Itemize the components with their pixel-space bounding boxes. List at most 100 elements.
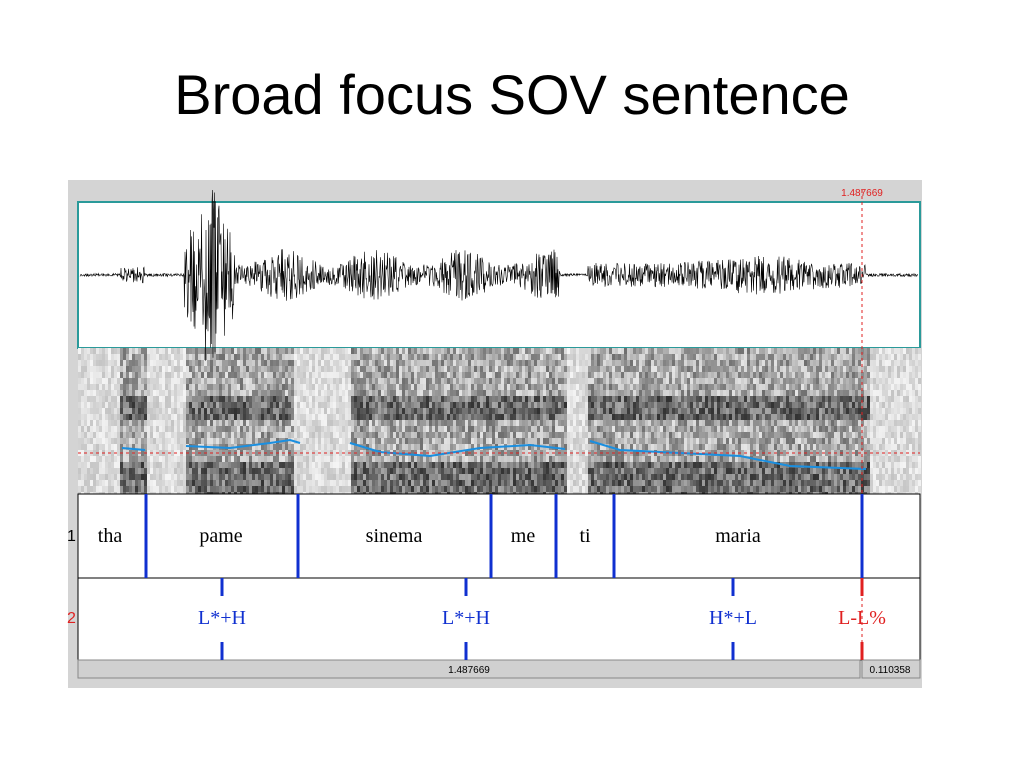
spectrogram-cell xyxy=(207,402,210,408)
spectrogram-cell xyxy=(669,348,672,354)
spectrogram-cell xyxy=(645,408,648,414)
spectrogram-cell xyxy=(348,426,351,432)
spectrogram-cell xyxy=(255,372,258,378)
spectrogram-cell xyxy=(417,480,420,486)
spectrogram-cell xyxy=(372,384,375,390)
spectrogram-cell xyxy=(87,378,90,384)
spectrogram-cell xyxy=(669,408,672,414)
spectrogram-cell xyxy=(132,384,135,390)
spectrogram-cell xyxy=(336,420,339,426)
spectrogram-cell xyxy=(429,432,432,438)
spectrogram-cell xyxy=(444,396,447,402)
spectrogram-cell xyxy=(351,360,354,366)
spectrogram-cell xyxy=(291,426,294,432)
spectrogram-cell xyxy=(87,348,90,354)
spectrogram-cell xyxy=(255,438,258,444)
spectrogram-cell xyxy=(369,384,372,390)
spectrogram-cell xyxy=(294,414,297,420)
spectrogram-cell xyxy=(144,402,147,408)
spectrogram-cell xyxy=(663,366,666,372)
spectrogram-cell xyxy=(540,354,543,360)
spectrogram-cell xyxy=(573,432,576,438)
spectrogram-cell xyxy=(264,456,267,462)
spectrogram-cell xyxy=(627,372,630,378)
spectrogram-cell xyxy=(132,366,135,372)
spectrogram-cell xyxy=(549,378,552,384)
spectrogram-cell xyxy=(297,408,300,414)
spectrogram-cell xyxy=(522,480,525,486)
spectrogram-cell xyxy=(534,366,537,372)
spectrogram-cell xyxy=(471,408,474,414)
spectrogram-cell xyxy=(450,378,453,384)
spectrogram-cell xyxy=(501,414,504,420)
spectrogram-cell xyxy=(639,378,642,384)
spectrogram-cell xyxy=(441,480,444,486)
spectrogram-cell xyxy=(228,372,231,378)
spectrogram-cell xyxy=(186,432,189,438)
spectrogram-cell xyxy=(495,372,498,378)
spectrogram-cell xyxy=(342,480,345,486)
spectrogram-cell xyxy=(384,402,387,408)
spectrogram-cell xyxy=(426,396,429,402)
spectrogram-cell xyxy=(552,426,555,432)
spectrogram-cell xyxy=(225,432,228,438)
spectrogram-cell xyxy=(144,384,147,390)
spectrogram-cell xyxy=(393,414,396,420)
spectrogram-cell xyxy=(651,420,654,426)
spectrogram-cell xyxy=(420,384,423,390)
spectrogram-cell xyxy=(87,432,90,438)
spectrogram-cell xyxy=(549,396,552,402)
spectrogram-cell xyxy=(504,438,507,444)
spectrogram-cell xyxy=(141,480,144,486)
spectrogram-cell xyxy=(210,402,213,408)
spectrogram-cell xyxy=(444,426,447,432)
spectrogram-cell xyxy=(411,486,414,492)
spectrogram-cell xyxy=(246,414,249,420)
spectrogram-cell xyxy=(426,462,429,468)
spectrogram-cell xyxy=(522,474,525,480)
spectrogram-cell xyxy=(471,360,474,366)
spectrogram-cell xyxy=(93,432,96,438)
spectrogram-cell xyxy=(585,408,588,414)
spectrogram-cell xyxy=(387,468,390,474)
spectrogram-cell xyxy=(249,396,252,402)
spectrogram-cell xyxy=(474,474,477,480)
spectrogram-cell xyxy=(669,474,672,480)
spectrogram-cell xyxy=(192,462,195,468)
spectrogram-cell xyxy=(132,378,135,384)
spectrogram-cell xyxy=(591,360,594,366)
spectrogram-cell xyxy=(180,390,183,396)
spectrogram-cell xyxy=(576,414,579,420)
spectrogram-cell xyxy=(153,408,156,414)
spectrogram-cell xyxy=(519,420,522,426)
spectrogram-cell xyxy=(654,426,657,432)
spectrogram-cell xyxy=(534,432,537,438)
spectrogram-cell xyxy=(555,426,558,432)
spectrogram-cell xyxy=(288,474,291,480)
spectrogram-cell xyxy=(132,354,135,360)
spectrogram-cell xyxy=(225,480,228,486)
spectrogram-cell xyxy=(489,372,492,378)
spectrogram-cell xyxy=(309,378,312,384)
spectrogram-cell xyxy=(420,462,423,468)
spectrogram-cell xyxy=(525,390,528,396)
spectrogram-cell xyxy=(591,408,594,414)
spectrogram-cell xyxy=(243,378,246,384)
spectrogram-cell xyxy=(390,408,393,414)
spectrogram-cell xyxy=(402,366,405,372)
spectrogram-cell xyxy=(114,414,117,420)
spectrogram-cell xyxy=(345,432,348,438)
spectrogram-cell xyxy=(354,414,357,420)
spectrogram-cell xyxy=(396,372,399,378)
spectrogram-cell xyxy=(588,366,591,372)
spectrogram-cell xyxy=(531,468,534,474)
spectrogram-cell xyxy=(345,438,348,444)
spectrogram-cell xyxy=(468,366,471,372)
spectrogram-cell xyxy=(669,420,672,426)
spectrogram-cell xyxy=(357,480,360,486)
spectrogram-cell xyxy=(555,408,558,414)
spectrogram-cell xyxy=(429,360,432,366)
spectrogram-cell xyxy=(291,402,294,408)
spectrogram-cell xyxy=(156,462,159,468)
spectrogram-cell xyxy=(81,360,84,366)
